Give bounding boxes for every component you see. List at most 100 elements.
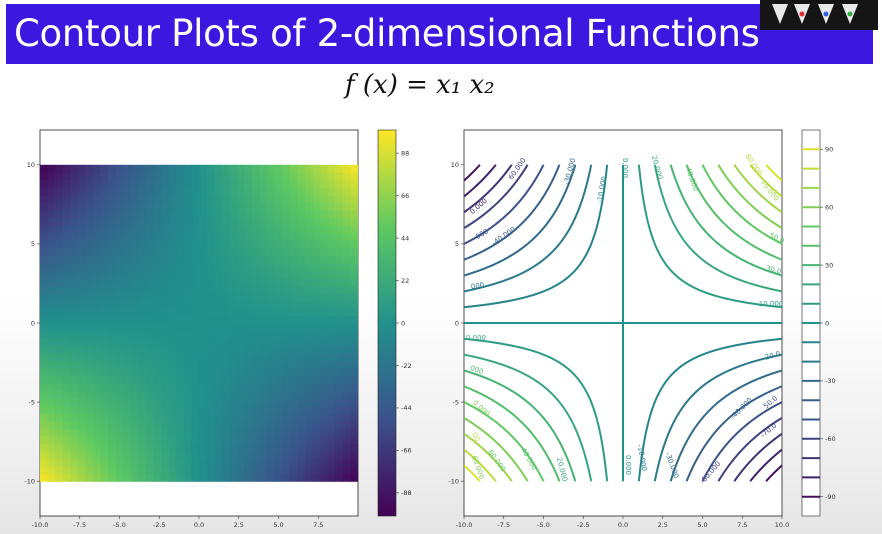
heatmap-cell [214,187,223,196]
heatmap-cell [274,353,283,362]
heatmap-cell [168,270,177,279]
heatmap-cell [77,225,87,234]
heatmap-cell [153,240,162,249]
heatmap-cell [320,210,329,219]
heatmap-cell [252,202,261,211]
heatmap-cell [312,315,321,324]
heatmap-cell [335,420,344,430]
heatmap-cell [108,451,117,460]
heatmap-cell [297,172,306,181]
heatmap-cell [221,443,230,452]
heatmap-cell [199,398,208,407]
heatmap-cell [115,338,124,347]
heatmap-cell [274,210,283,219]
heatmap-cell [221,164,230,173]
heatmap-cell [115,398,124,407]
heatmap-cell [206,187,215,196]
heatmap-cell [168,390,177,399]
heatmap-cell [100,413,109,422]
heatmap-cell [342,247,352,256]
heatmap-cell [77,353,87,362]
heatmap-cell [206,262,215,271]
heatmap-cell [191,368,200,377]
heatmap-cell [229,217,238,226]
heatmap-cell [176,210,185,219]
heatmap-cell [115,390,124,399]
heatmap-cell [62,405,71,414]
heatmap-cell [199,413,208,422]
heatmap-cell [70,247,79,256]
heatmap-cell [289,217,299,226]
heatmap-cell [40,262,49,271]
heatmap-cell [289,443,299,452]
heatmap-cell [221,285,230,294]
heatmap-cell [259,232,268,241]
heatmap-cell [55,405,64,414]
heatmap-cell [206,473,215,482]
heatmap-cell [183,383,193,392]
heatmap-cell [236,466,246,475]
heatmap-cell [320,405,329,414]
heatmap-cell [342,285,352,294]
heatmap-cell [108,172,117,181]
heatmap-cell [191,466,200,475]
heatmap-cell [176,187,185,196]
heatmap-cell [267,383,276,392]
heatmap-cell [168,436,177,445]
heatmap-cell [236,210,246,219]
heatmap-cell [327,375,336,384]
heatmap-cell [161,202,170,211]
heatmap-cell [297,405,306,414]
heatmap-cell [77,164,87,173]
heatmap-cell [335,240,344,249]
heatmap-cell [123,353,132,362]
heatmap-cell [115,405,124,414]
heatmap-cell [297,398,306,407]
heatmap-cell [85,300,94,309]
heatmap-cell [289,307,299,317]
heatmap-cell [100,466,109,475]
heatmap-cell [161,315,170,324]
heatmap-cell [305,292,314,301]
heatmap-cell [236,232,246,241]
heatmap-cell [168,307,177,317]
heatmap-cell [130,300,140,309]
heatmap-cell [168,338,177,347]
heatmap-cell [236,436,246,445]
y-tick-label: 10 [27,161,35,169]
heatmap-cell [168,383,177,392]
heatmap-cell [161,436,170,445]
contour-line [733,164,782,214]
heatmap-cell [115,172,124,181]
heatmap-cell [108,292,117,301]
heatmap-cell [153,194,162,204]
heatmap-cell [153,345,162,354]
heatmap-cell [214,375,223,384]
heatmap-cell [40,428,49,437]
heatmap-cell [289,398,299,407]
heatmap-cell [259,270,268,279]
heatmap-cell [183,353,193,362]
heatmap-cell [244,360,253,369]
heatmap-cell [183,466,193,475]
heatmap-cell [138,390,147,399]
heatmap-cell [191,194,200,204]
heatmap-cell [221,473,230,482]
heatmap-cell [335,436,344,445]
heatmap-cell [252,179,261,188]
heatmap-cell [146,398,155,407]
heatmap-cell [153,436,162,445]
heatmap-cell [199,270,208,279]
heatmap-cell [176,458,185,467]
heatmap-cell [342,436,352,445]
heatmap-cell [191,353,200,362]
heatmap-cell [55,300,64,309]
heatmap-cell [297,240,306,249]
heatmap-cell [138,443,147,452]
heatmap-cell [191,345,200,354]
heatmap-cell [115,194,124,204]
heatmap-cell [100,300,109,309]
heatmap-cell [176,368,185,377]
heatmap-cell [214,210,223,219]
heatmap-cell [85,436,94,445]
